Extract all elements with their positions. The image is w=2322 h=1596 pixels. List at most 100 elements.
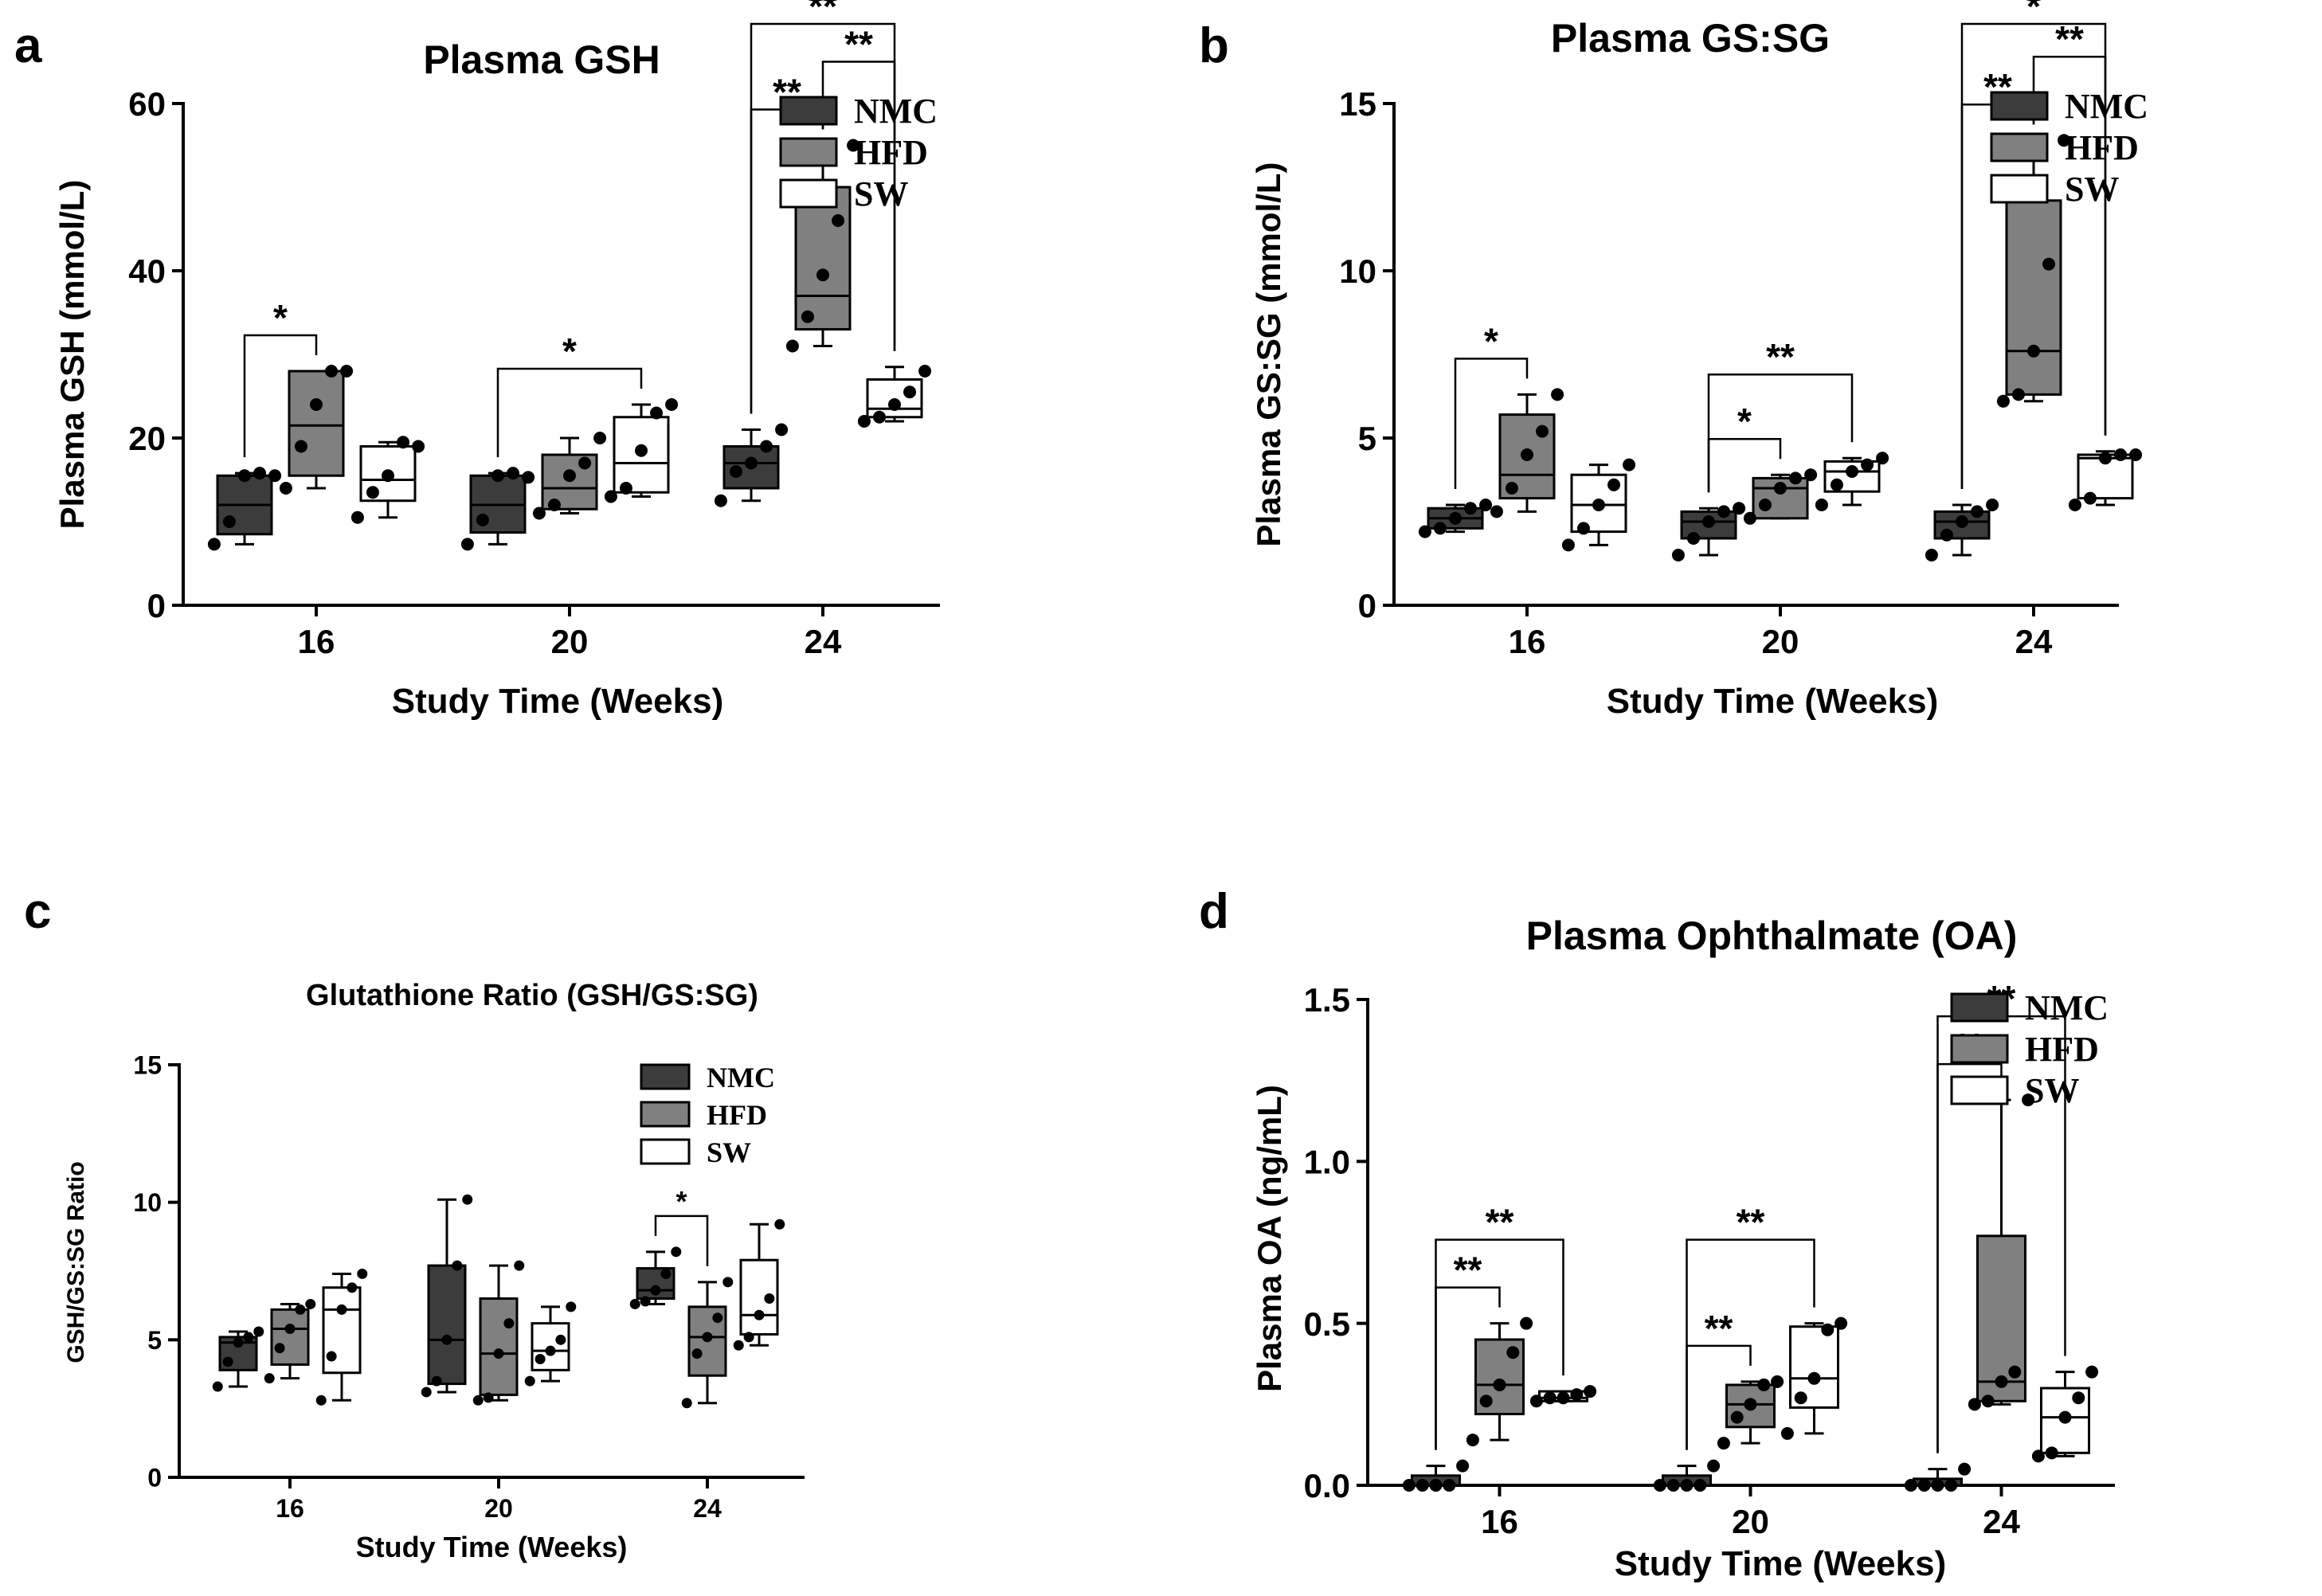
box-sw-24 [2068, 448, 2143, 511]
data-point [1490, 505, 1503, 518]
data-point [243, 1332, 254, 1343]
box-sw-24 [733, 1219, 785, 1351]
y-tick-label: 5 [147, 1326, 162, 1355]
data-point [1757, 1378, 1771, 1391]
significance-label: * [1737, 401, 1752, 442]
data-point [1543, 1391, 1556, 1405]
significance-bracket: ** [1707, 336, 1854, 493]
data-point [1556, 1391, 1570, 1405]
data-point [733, 1340, 744, 1351]
y-axis-label: Plasma GS:SG (mmol/L) [1250, 162, 1287, 546]
data-point [1807, 1371, 1821, 1385]
significance-bracket: * [243, 297, 318, 458]
data-point [1940, 528, 1953, 542]
legend-label: NMC [2025, 988, 2109, 1027]
data-point [1956, 515, 1968, 528]
y-tick-label: 1.0 [1304, 1143, 1350, 1180]
data-point [2011, 388, 2025, 401]
data-point [1904, 1479, 1917, 1492]
data-point [650, 1285, 661, 1296]
y-tick-label: 10 [133, 1188, 162, 1217]
y-tick-label: 10 [1339, 252, 1376, 290]
data-point [315, 1395, 327, 1406]
data-point [522, 471, 535, 484]
data-point [1464, 502, 1478, 515]
data-point [357, 1268, 368, 1279]
y-tick-label: 15 [133, 1051, 162, 1080]
data-point [578, 456, 592, 470]
y-axis-label: Plasma OA (ng/mL) [1251, 1085, 1288, 1392]
data-point [472, 1395, 484, 1406]
y-tick-label: 40 [128, 252, 166, 290]
data-point [681, 1398, 692, 1409]
data-point [2083, 491, 2097, 505]
data-point [1931, 1479, 1944, 1492]
data-point [507, 467, 520, 480]
significance-label: * [273, 297, 288, 338]
box-iqr [270, 1308, 310, 1366]
box-sw-16 [1561, 458, 1636, 552]
data-point [1607, 478, 1621, 491]
data-point [729, 465, 742, 478]
x-tick-label: 24 [2015, 623, 2053, 660]
data-point [1780, 1426, 1794, 1440]
data-point [1466, 1434, 1479, 1447]
x-tick-label: 16 [1509, 623, 1546, 660]
data-point [1815, 499, 1828, 511]
data-point [284, 1324, 296, 1335]
data-point [382, 469, 394, 483]
significance-label: ** [809, 0, 837, 27]
box-sw-24 [857, 365, 932, 428]
panel-letter: c [24, 884, 51, 939]
legend-label: HFD [707, 1099, 767, 1131]
box-sw-20 [1780, 1316, 1848, 1440]
data-point [1981, 1395, 1995, 1408]
significance-label: ** [2055, 18, 2084, 60]
data-point [222, 515, 236, 528]
x-axis-label: Study Time (Weeks) [392, 682, 724, 721]
y-tick-label: 0.0 [1304, 1467, 1350, 1504]
data-point [1834, 1316, 1848, 1330]
data-point [397, 436, 410, 449]
data-point [629, 1298, 640, 1309]
data-point [274, 1343, 285, 1354]
data-point [1493, 1378, 1506, 1391]
data-point [1456, 1459, 1470, 1473]
legend-label: SW [2025, 1071, 2079, 1110]
data-point [774, 1219, 785, 1230]
box-nmc-16 [212, 1326, 264, 1392]
box-nmc-24 [1904, 1462, 1972, 1492]
legend-swatch [1950, 1034, 2009, 1064]
data-point [1707, 1459, 1721, 1473]
data-point [532, 507, 546, 520]
data-point [604, 490, 617, 503]
data-point [1529, 1395, 1543, 1408]
data-point [1717, 1437, 1730, 1450]
chart-title: Plasma GS:SG [1551, 16, 1830, 61]
legend-swatch [779, 137, 838, 167]
legend-swatch [1990, 132, 2049, 162]
data-point [2058, 134, 2071, 147]
significance-bracket: * [1454, 320, 1529, 489]
box-nmc-20 [1671, 502, 1746, 561]
data-point [857, 415, 871, 428]
data-point [847, 139, 860, 152]
box-hfd-20 [472, 1260, 525, 1406]
data-point [1694, 1479, 1707, 1492]
data-point [1680, 1479, 1694, 1492]
data-point [233, 1337, 244, 1348]
data-point [514, 1260, 525, 1271]
panel-a: a Plasma GSH Plasma GSH (mmol/L) Study Time… [14, 0, 940, 721]
x-tick-label: 20 [1732, 1503, 1769, 1540]
data-point [1443, 1479, 1456, 1492]
data-point [1758, 499, 1772, 511]
data-point [566, 1301, 577, 1312]
data-point [1986, 499, 1999, 511]
data-point [1804, 468, 1818, 482]
x-axis-label: Study Time (Weeks) [1607, 682, 1939, 721]
data-point [1944, 1479, 1958, 1492]
box-sw-24 [2031, 1365, 2099, 1463]
legend-swatch [1990, 174, 2049, 204]
box-nmc-24 [714, 423, 789, 507]
